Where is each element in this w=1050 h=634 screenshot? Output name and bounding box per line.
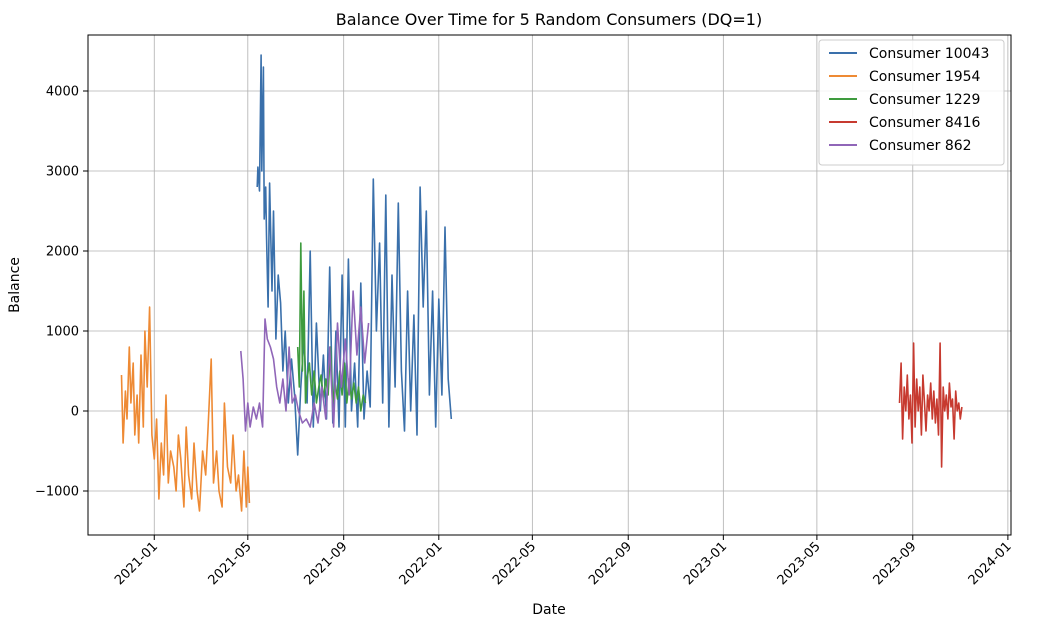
x-tick-label: 2021-05 bbox=[206, 539, 255, 588]
series-line-2 bbox=[296, 242, 367, 412]
y-tick-label: 0 bbox=[71, 405, 79, 420]
y-tick-label: 4000 bbox=[46, 85, 79, 100]
x-tick-label: 2021-09 bbox=[302, 539, 351, 588]
legend-entry: Consumer 1954 bbox=[869, 69, 981, 85]
x-axis-label: Date bbox=[532, 602, 565, 618]
y-tick-label: 1000 bbox=[46, 325, 79, 340]
legend-entry: Consumer 862 bbox=[869, 138, 972, 154]
y-axis: −1000 0 1000 2000 3000 4000 bbox=[35, 85, 88, 500]
legend-entry: Consumer 10043 bbox=[869, 46, 989, 62]
series-line-0 bbox=[256, 54, 453, 456]
series-line-1 bbox=[120, 306, 251, 512]
x-tick-label: 2022-05 bbox=[490, 539, 539, 588]
series-lines bbox=[120, 54, 963, 512]
x-tick-label: 2024-01 bbox=[966, 539, 1015, 588]
legend-box bbox=[818, 39, 1005, 166]
legend-entry: Consumer 8416 bbox=[869, 115, 981, 131]
y-axis-label: Balance bbox=[7, 257, 23, 313]
chart-title: Balance Over Time for 5 Random Consumers… bbox=[336, 10, 762, 29]
x-axis: 2021-01 2021-05 2021-09 2022-01 2022-05 2022-… bbox=[112, 535, 1015, 588]
x-tick-label: 2023-09 bbox=[871, 539, 920, 588]
y-tick-label: −1000 bbox=[35, 485, 79, 500]
series-line-3 bbox=[898, 342, 963, 468]
legend-entry: Consumer 1229 bbox=[869, 92, 980, 108]
y-tick-label: 3000 bbox=[46, 165, 79, 180]
x-tick-label: 2022-09 bbox=[586, 539, 635, 588]
x-tick-label: 2023-05 bbox=[775, 539, 824, 588]
x-tick-label: 2021-01 bbox=[112, 539, 161, 588]
x-tick-label: 2022-01 bbox=[397, 539, 446, 588]
x-tick-label: 2023-01 bbox=[681, 539, 730, 588]
plot-frame bbox=[87, 34, 1012, 536]
series-line-4 bbox=[240, 290, 370, 432]
y-tick-label: 2000 bbox=[46, 245, 79, 260]
legend: Consumer 10043 Consumer 1954 Consumer 1229… bbox=[818, 39, 1005, 166]
